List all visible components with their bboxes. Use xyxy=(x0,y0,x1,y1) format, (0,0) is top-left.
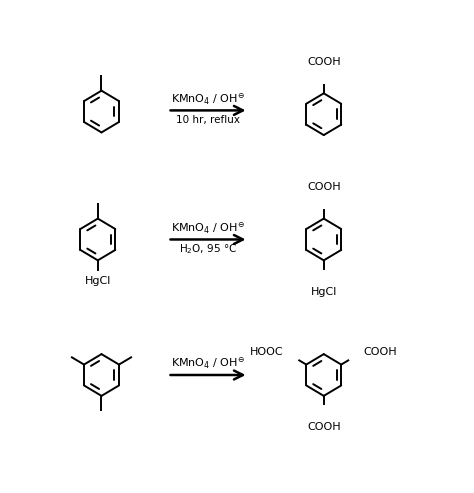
Text: HgCl: HgCl xyxy=(310,287,337,297)
Text: HOOC: HOOC xyxy=(250,347,284,357)
Text: KMnO$_4$ / OH$^{\ominus}$: KMnO$_4$ / OH$^{\ominus}$ xyxy=(171,356,245,371)
Text: COOH: COOH xyxy=(364,347,397,357)
Text: COOH: COOH xyxy=(307,423,340,432)
Text: COOH: COOH xyxy=(307,182,340,192)
Text: COOH: COOH xyxy=(307,57,340,67)
Text: KMnO$_4$ / OH$^{\ominus}$: KMnO$_4$ / OH$^{\ominus}$ xyxy=(171,92,245,106)
Text: 10 hr, reflux: 10 hr, reflux xyxy=(176,115,240,125)
Text: KMnO$_4$ / OH$^{\ominus}$: KMnO$_4$ / OH$^{\ominus}$ xyxy=(171,220,245,236)
Text: H$_2$O, 95 °C: H$_2$O, 95 °C xyxy=(179,242,237,256)
Text: HgCl: HgCl xyxy=(85,276,111,286)
